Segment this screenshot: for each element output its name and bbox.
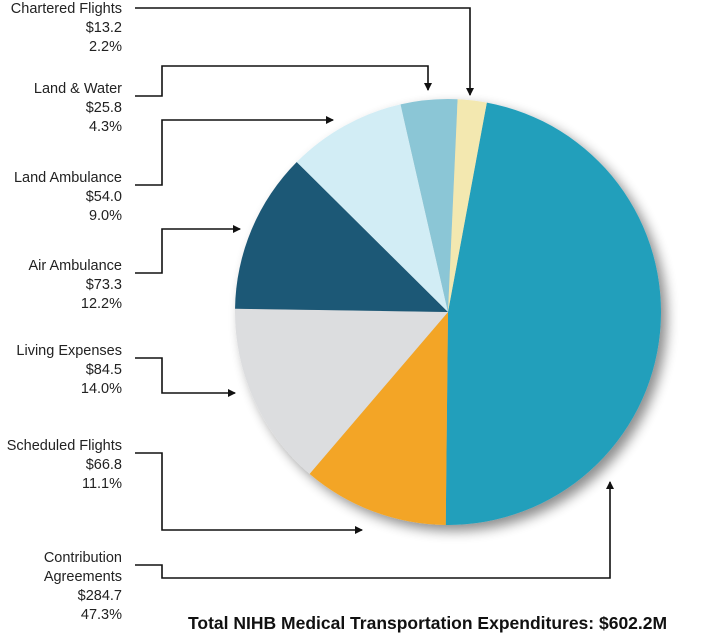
pie-slices: [235, 98, 661, 525]
slice-label: Scheduled Flights $66.8 11.1%: [7, 438, 122, 492]
label-name: Agreements: [44, 569, 122, 585]
slice-label: Chartered Flights $13.2 2.2%: [11, 1, 122, 55]
label-amount: $66.8: [86, 457, 122, 473]
label-percent: 4.3%: [89, 119, 122, 135]
slice-label: Contribution Agreements $284.7 47.3%: [44, 550, 122, 623]
pie-slice-scheduled-flights: [309, 312, 448, 525]
pie-slice-land-ambulance: [296, 104, 448, 313]
leader-arrow: [135, 357, 236, 397]
pie-slice-land-water: [400, 98, 458, 312]
pie-slice-air-ambulance: [235, 162, 448, 312]
label-amount: $84.5: [86, 362, 122, 378]
leader-arrow: [135, 116, 334, 186]
label-percent: 11.1%: [82, 476, 122, 492]
label-percent: 12.2%: [81, 296, 122, 312]
pie-slice-contribution-agreements: [445, 102, 661, 525]
label-amount: $284.7: [78, 588, 122, 604]
leader-arrow: [135, 7, 474, 96]
leader-arrow: [135, 452, 363, 534]
label-name: Land Ambulance: [14, 170, 122, 186]
slice-label: Land Ambulance $54.0 9.0%: [14, 170, 122, 224]
label-amount: $25.8: [86, 100, 122, 116]
leader-arrow: [135, 481, 614, 579]
label-amount: $73.3: [86, 277, 122, 293]
chart-title: Total NIHB Medical Transportation Expend…: [188, 613, 667, 633]
label-percent: 14.0%: [81, 381, 122, 397]
leader-arrow: [135, 225, 241, 274]
slice-label: Living Expenses $84.5 14.0%: [16, 343, 122, 397]
leader-lines: [135, 7, 614, 579]
label-percent: 9.0%: [89, 208, 122, 224]
label-name: Land & Water: [34, 81, 122, 97]
label-amount: $13.2: [86, 20, 122, 36]
label-percent: 47.3%: [81, 607, 122, 623]
label-name: Scheduled Flights: [7, 438, 122, 454]
slice-label: Land & Water $25.8 4.3%: [34, 81, 122, 135]
pie-slice-chartered-flights: [448, 99, 487, 313]
label-name: Chartered Flights: [11, 1, 122, 17]
label-name: Living Expenses: [16, 343, 122, 359]
label-name: Air Ambulance: [29, 258, 123, 274]
label-name: Contribution: [44, 550, 122, 566]
slice-label: Air Ambulance $73.3 12.2%: [29, 258, 123, 312]
label-percent: 2.2%: [89, 39, 122, 55]
leader-arrow: [135, 65, 432, 97]
pie-slice-living-expenses: [235, 308, 448, 474]
label-amount: $54.0: [86, 189, 122, 205]
slice-labels: Contribution Agreements $284.7 47.3% Schedul…: [7, 1, 122, 623]
